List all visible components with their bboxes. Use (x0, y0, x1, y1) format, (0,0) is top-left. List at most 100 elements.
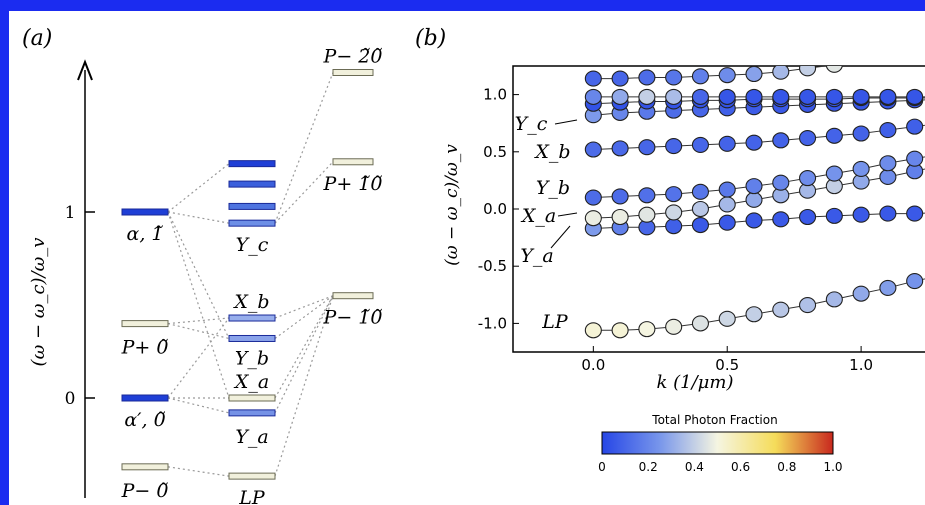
point-y-b-11 (879, 155, 897, 172)
point-x-b-3 (665, 138, 683, 155)
y-tick-label-4: -1.0 (478, 314, 507, 332)
level-label-p-2-0: P− 2̃0̃ (323, 46, 383, 68)
y-tick-label-1: 0.5 (483, 143, 507, 161)
connector-line-7 (167, 397, 230, 414)
point-x-b-6 (745, 134, 763, 151)
point-lp-10 (852, 285, 870, 302)
point-x-b-5 (718, 135, 736, 152)
point-y-c3-7 (772, 88, 790, 105)
branch-label-y-b: Y_b (536, 177, 570, 199)
point-x-a-1 (611, 208, 629, 226)
point-y-a-9 (825, 207, 843, 224)
connector-line-13 (274, 295, 334, 339)
point-x-a-3 (665, 204, 683, 221)
point-y-c3-3 (665, 88, 683, 105)
level-label-y-a: Y_a (235, 426, 268, 448)
point-x-b-0 (584, 141, 602, 158)
y-axis-arrow (77, 59, 93, 81)
level-bar-p-0 (121, 463, 169, 471)
series-line-y-c (593, 99, 925, 116)
point-y-b-6 (745, 178, 763, 195)
x-tick-label-1: 0.5 (715, 356, 739, 374)
connector-line-9 (167, 466, 230, 477)
colorbar-title: Total Photon Fraction (651, 413, 777, 427)
y-axis-label: (ω − ω_c)/ω_v (28, 238, 49, 367)
panel-b-plot: 0.00.51.01.51.00.50.0-0.5-1.0k (1/μm)(ω … (442, 65, 925, 474)
colorbar (601, 431, 834, 455)
branch-label-x-b: X_b (533, 141, 570, 163)
x-axis-label: k (1/μm) (657, 372, 734, 393)
connector-line-15 (274, 295, 334, 414)
series-line-y-c4 (593, 66, 830, 80)
series-line-x-a (593, 168, 925, 219)
point-y-c4-1 (611, 70, 629, 87)
point-y-c4-8 (799, 66, 817, 77)
colorbar-tick-5: 1.0 (823, 460, 842, 474)
connector-line-11 (274, 161, 334, 224)
point-lp-0 (584, 322, 602, 339)
level-label-x-b: X_b (232, 291, 269, 313)
panel-b-label: (b) (415, 26, 446, 51)
level-bar-mid-5 (228, 180, 276, 188)
point-y-c3-6 (745, 88, 763, 105)
level-bar-mid-6 (228, 202, 276, 210)
colorbar-tick-3: 0.6 (731, 460, 750, 474)
point-y-a-3 (665, 218, 683, 235)
level-label-p-1-0: P− 1̃0̃ (323, 307, 383, 329)
y-axis-label-b: (ω − ω_c)/ω_v (442, 144, 462, 266)
panel-a-diagram: (a) 1 0 (ω − ω_c)/ω_v α, 1̃ P+ 0̃ α′, 0̃ P− 0… (22, 26, 383, 505)
point-x-b-11 (879, 122, 897, 139)
panel-a-label: (a) (22, 26, 52, 51)
level-label-p-0: P− 0̃ (121, 480, 169, 502)
point-y-c4-6 (745, 66, 763, 83)
point-lp-6 (745, 306, 763, 323)
y-tick-label-3: -0.5 (478, 257, 507, 275)
level-bar-x-b (228, 314, 276, 322)
point-y-a-4 (691, 216, 709, 234)
level-bar-mid-4 (228, 160, 276, 168)
point-lp-8 (799, 297, 817, 314)
level-bar-x-a (228, 394, 276, 402)
colorbar-tick-0: 0 (598, 460, 606, 474)
y-tick-label-0: 0 (65, 389, 76, 409)
point-y-b-12 (906, 150, 924, 167)
branch-leader-0 (554, 119, 578, 125)
point-y-a-8 (799, 208, 817, 226)
panel-a-levels: α, 1̃ P+ 0̃ α′, 0̃ P− 0̃ Y_c X_b Y_bX_a Y_a LP P−… (121, 46, 383, 505)
point-x-b-2 (638, 139, 656, 156)
y-tick-label-0: 1.0 (483, 86, 507, 104)
level-label-p-0: P+ 0̃ (121, 337, 169, 359)
point-lp-3 (665, 318, 683, 335)
connector-line-2 (167, 211, 230, 399)
level-label-1: α, 1̃ (127, 223, 164, 245)
point-x-b-4 (691, 136, 709, 153)
point-y-a-5 (718, 214, 736, 231)
point-y-c4-3 (665, 69, 683, 86)
point-x-b-1 (611, 140, 629, 157)
x-tick-label-0: 0.0 (581, 356, 605, 374)
branch-label-y-c: Y_c (515, 113, 548, 135)
level-bar-y-b (228, 334, 276, 342)
point-y-c3-5 (718, 88, 736, 105)
point-lp-4 (691, 315, 709, 332)
panel-a-connector-lines (167, 72, 334, 477)
point-y-c4-9 (825, 66, 843, 73)
level-bar-y-c (228, 219, 276, 227)
level-bar-y-a (228, 409, 276, 417)
point-y-c3-9 (825, 88, 843, 105)
point-x-a-5 (718, 196, 736, 213)
colorbar-tick-2: 0.4 (685, 460, 704, 474)
point-lp-11 (879, 279, 897, 296)
point-y-c4-5 (718, 67, 736, 84)
point-y-b-1 (611, 188, 629, 205)
point-y-c4-7 (772, 66, 790, 80)
branch-leader-3 (557, 212, 578, 217)
level-bar-lp (228, 472, 276, 480)
branch-label-lp: LP (541, 311, 569, 333)
point-y-c3-10 (852, 88, 870, 105)
point-x-b-7 (772, 132, 790, 149)
level-bar-p-1-0 (332, 158, 374, 166)
connector-line-8 (167, 317, 230, 399)
connector-line-0 (167, 163, 230, 213)
